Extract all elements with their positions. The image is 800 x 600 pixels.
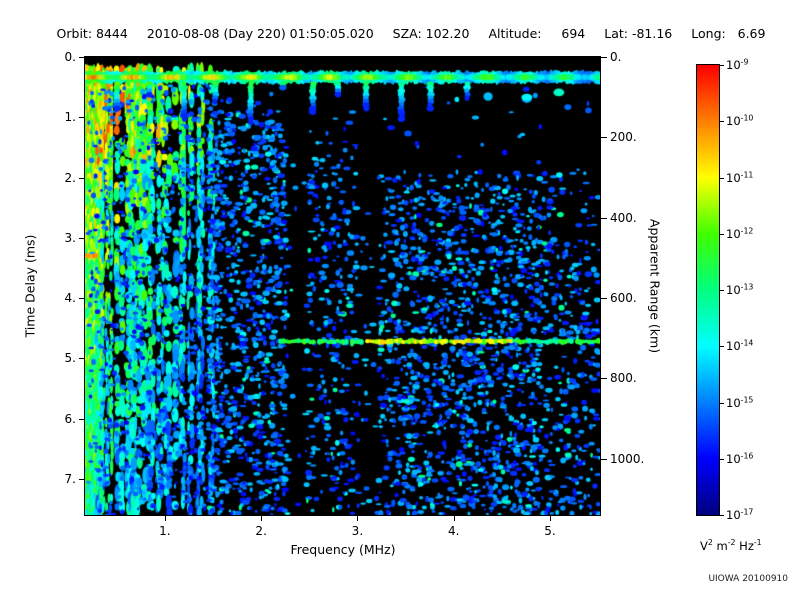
y-axis-label: Time Delay (ms) [22, 234, 38, 338]
y2-tick-mark [601, 137, 607, 139]
y-tick-mark [79, 57, 85, 58]
y2-tick-mark [601, 458, 607, 460]
colorbar-tick-label: 10-16 [726, 451, 754, 466]
y2-tick-label: 0. [610, 50, 622, 64]
spectrogram-canvas [84, 56, 601, 516]
y2-tick-label: 400. [610, 210, 637, 225]
colorbar-tick-label: 10-17 [726, 507, 754, 523]
colorbar-tick-mark [720, 346, 724, 348]
colorbar-tick-label: 10-9 [726, 57, 749, 73]
y-tick-label: 0. [64, 50, 76, 64]
x-tick-label: 3. [351, 524, 364, 538]
y-tick-mark [79, 177, 85, 179]
x-tick-mark [357, 516, 359, 521]
colorbar-unit-label: V2 m-2 Hz-1 [700, 538, 762, 553]
x-tick-label: 1. [159, 524, 171, 538]
x-tick-mark [261, 516, 263, 521]
y-tick-mark [79, 358, 85, 360]
plot-header: Orbit: 8444 2010-08-08 (Day 220) 01:50:0… [36, 26, 786, 41]
y-tick-label: 5. [64, 351, 76, 366]
y2-tick-label: 600. [610, 291, 637, 306]
y-tick-mark [79, 418, 85, 420]
x-axis-label: Frequency (MHz) [290, 542, 396, 557]
x-tick-mark [164, 516, 166, 521]
y-tick-label: 2. [64, 170, 76, 185]
y2-tick-label: 200. [610, 130, 637, 145]
y2-tick-mark [601, 298, 607, 300]
y-tick-label: 7. [64, 471, 76, 486]
y-tick-mark [79, 478, 85, 480]
latitude-text: Lat: -81.16 [604, 26, 673, 41]
x-tick-mark [549, 516, 551, 521]
y-tick-label: 3. [64, 230, 76, 245]
y2-tick-mark [601, 217, 607, 219]
colorbar [696, 64, 720, 516]
y-tick-label: 1. [64, 110, 76, 125]
colorbar-tick-label: 10-11 [726, 169, 754, 185]
colorbar-tick-label: 10-13 [726, 282, 754, 298]
y-tick-mark [79, 117, 85, 119]
x-tick-label: 5. [544, 524, 556, 538]
y2-tick-label: 800. [610, 371, 637, 386]
colorbar-tick-mark [720, 65, 724, 66]
colorbar-tick-mark [720, 402, 724, 404]
x-tick-mark [453, 516, 455, 521]
colorbar-tick-mark [720, 233, 724, 235]
orbit-text: Orbit: 8444 [56, 26, 128, 41]
y-tick-mark [79, 237, 85, 239]
y-tick-label: 4. [64, 291, 76, 306]
colorbar-tick-mark [720, 515, 724, 516]
colorbar-tick-label: 10-10 [726, 113, 754, 129]
colorbar-tick-label: 10-14 [726, 338, 754, 354]
colorbar-tick-mark [720, 177, 724, 179]
colorbar-tick-mark [720, 121, 724, 123]
y-tick-label: 6. [64, 411, 76, 426]
y2-tick-mark [601, 57, 607, 58]
colorbar-tick-mark [720, 458, 724, 460]
y2-tick-mark [601, 378, 607, 380]
longitude-text: Long: 6.69 [691, 26, 766, 41]
datetime-text: 2010-08-08 (Day 220) 01:50:05.020 [146, 26, 374, 41]
x-tick-label: 2. [255, 524, 267, 538]
y2-tick-label: 1000. [610, 451, 645, 466]
x-tick-label: 4. [447, 524, 460, 538]
altitude-text: Altitude: 694 [488, 26, 586, 41]
colorbar-tick-mark [720, 290, 724, 291]
credit-text: UIOWA 20100910 [708, 574, 788, 584]
colorbar-tick-label: 10-15 [726, 394, 754, 410]
colorbar-tick-label: 10-12 [726, 226, 754, 241]
y-tick-mark [79, 298, 85, 300]
y2-axis-label: Apparent Range (km) [647, 218, 663, 354]
sza-text: SZA: 102.20 [392, 26, 470, 41]
